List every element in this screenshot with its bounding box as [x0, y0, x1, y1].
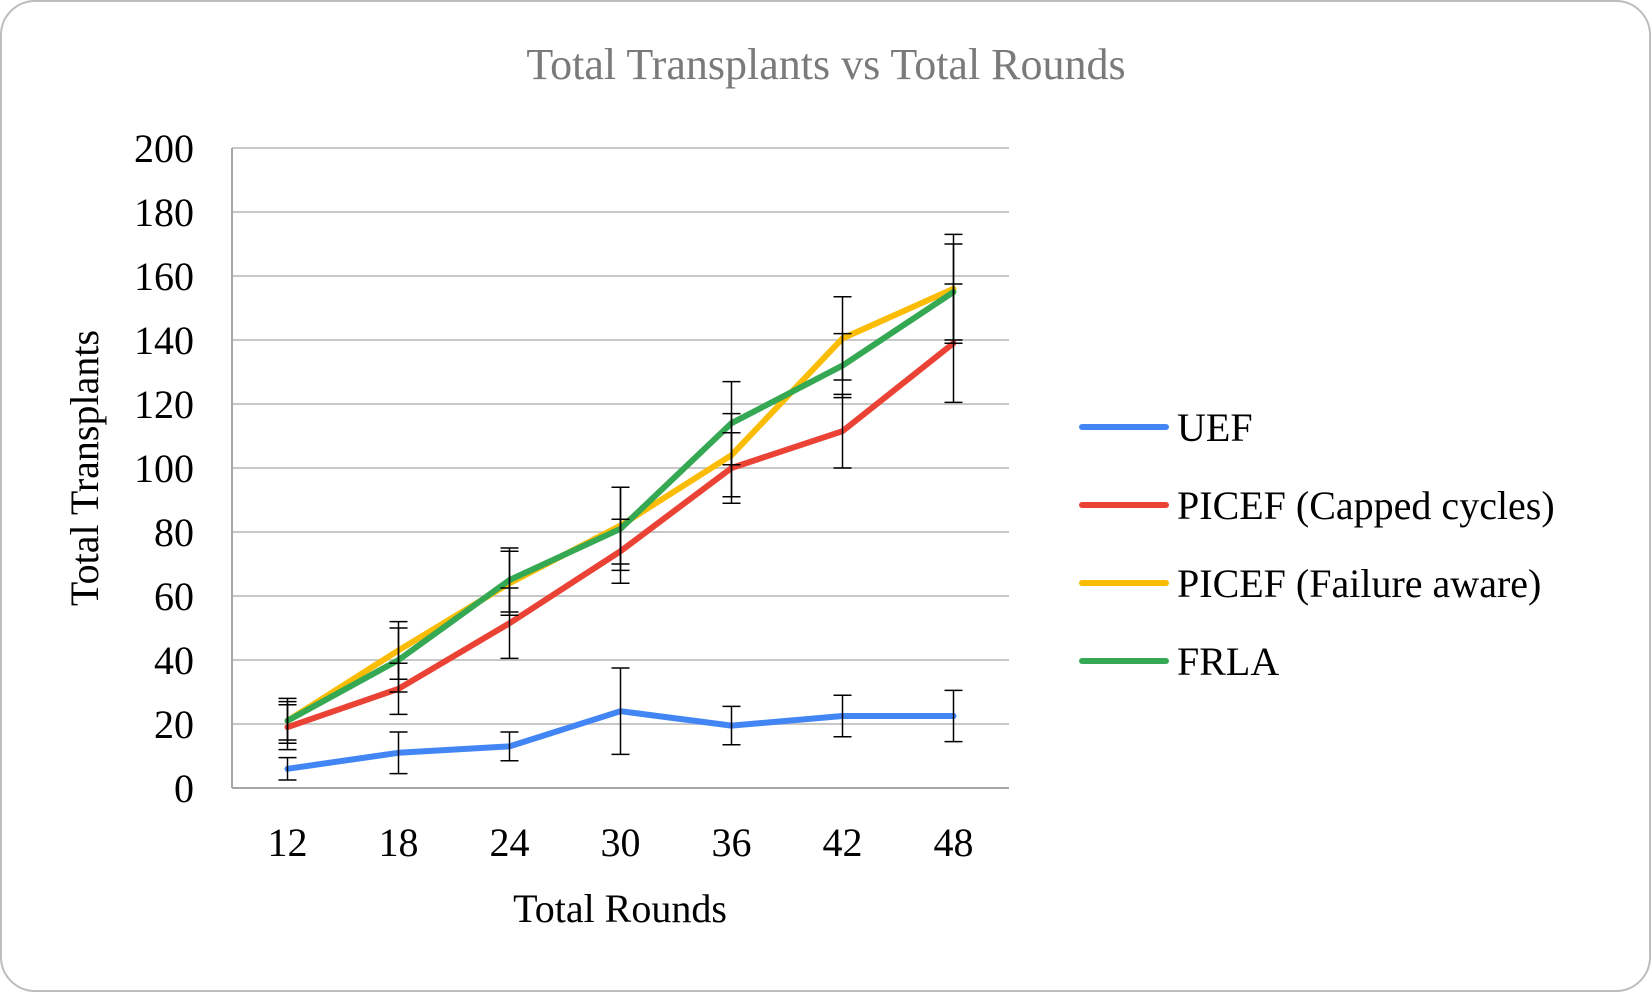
error-bar: [278, 756, 297, 781]
x-tick-label: 24: [490, 820, 530, 865]
error-bar: [722, 380, 741, 466]
y-tick-label: 20: [154, 702, 194, 747]
error-bar: [833, 332, 852, 399]
x-axis-title: Total Rounds: [513, 886, 727, 931]
legend-label: FRLA: [1177, 639, 1279, 684]
legend-item: PICEF (Failure aware): [1079, 561, 1541, 606]
legend-item: PICEF (Capped cycles): [1079, 483, 1555, 528]
error-bar: [944, 243, 963, 341]
error-bar: [500, 547, 519, 613]
legend-label: UEF: [1177, 405, 1253, 450]
error-bar: [500, 731, 519, 762]
y-axis-title: Total Transplants: [62, 330, 107, 606]
y-axis-tick-labels: 0 20 40 60 80 100 120 140 160 180 200: [134, 126, 194, 811]
y-tick-label: 100: [134, 446, 194, 491]
x-tick-label: 12: [268, 820, 308, 865]
x-tick-label: 36: [712, 820, 752, 865]
error-bar: [722, 705, 741, 746]
error-bar: [833, 694, 852, 738]
error-bar: [389, 731, 408, 775]
y-tick-label: 200: [134, 126, 194, 171]
error-bars: [278, 233, 963, 781]
x-tick-label: 18: [379, 820, 419, 865]
error-bar: [611, 667, 630, 756]
y-tick-label: 160: [134, 254, 194, 299]
legend: UEF PICEF (Capped cycles) PICEF (Failure a…: [1079, 405, 1555, 684]
legend-item: FRLA: [1079, 639, 1279, 684]
error-bar: [611, 486, 630, 572]
legend-label: PICEF (Failure aware): [1177, 561, 1541, 606]
y-tick-label: 60: [154, 574, 194, 619]
y-tick-label: 40: [154, 638, 194, 683]
x-tick-label: 30: [601, 820, 641, 865]
legend-label: PICEF (Capped cycles): [1177, 483, 1555, 528]
error-bar: [944, 689, 963, 743]
y-tick-label: 120: [134, 382, 194, 427]
legend-item: UEF: [1079, 405, 1253, 450]
y-tick-label: 180: [134, 190, 194, 235]
y-tick-label: 0: [174, 766, 194, 811]
error-bar: [389, 627, 408, 693]
y-tick-label: 140: [134, 318, 194, 363]
x-tick-label: 48: [934, 820, 974, 865]
y-tick-label: 80: [154, 510, 194, 555]
x-axis-tick-labels: 12 18 24 30 36 42 48: [268, 820, 974, 865]
chart-title: Total Transplants vs Total Rounds: [526, 40, 1125, 89]
error-bar: [278, 700, 297, 741]
x-tick-label: 42: [823, 820, 863, 865]
